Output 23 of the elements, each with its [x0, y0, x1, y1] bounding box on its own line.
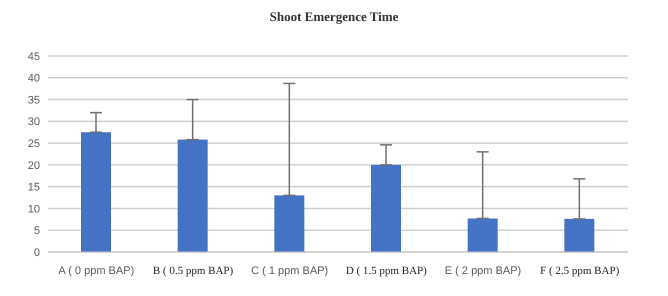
bar	[81, 132, 111, 252]
y-tick-label: 45	[28, 50, 40, 63]
y-tick-label: 40	[28, 72, 40, 85]
x-tick-label: D ( 1.5 ppm BAP)	[346, 265, 428, 277]
bar	[371, 164, 401, 252]
x-tick-label: B ( 0.5 ppm BAP)	[152, 265, 234, 277]
y-tick-label: 10	[28, 203, 40, 216]
bar	[274, 195, 304, 252]
y-tick-label: 0	[34, 246, 40, 259]
y-tick-label: 20	[28, 160, 40, 172]
y-tick-label: 25	[28, 138, 40, 150]
x-tick-label: C ( 1 ppm BAP)	[251, 265, 328, 277]
x-tick-label: E ( 2 ppm BAP)	[444, 265, 522, 277]
chart-title: Shoot Emergence Time	[268, 8, 400, 26]
y-tick-label: 35	[28, 94, 40, 106]
bar	[564, 218, 594, 252]
y-tick-label: 5	[34, 225, 40, 238]
bar	[468, 218, 498, 252]
bar	[178, 140, 208, 252]
x-tick-label: F ( 2.5 ppm BAP)	[540, 265, 620, 277]
y-tick-label: 15	[28, 182, 40, 194]
y-tick-label: 30	[28, 116, 40, 128]
x-tick-label: A ( 0 ppm BAP)	[58, 265, 134, 277]
